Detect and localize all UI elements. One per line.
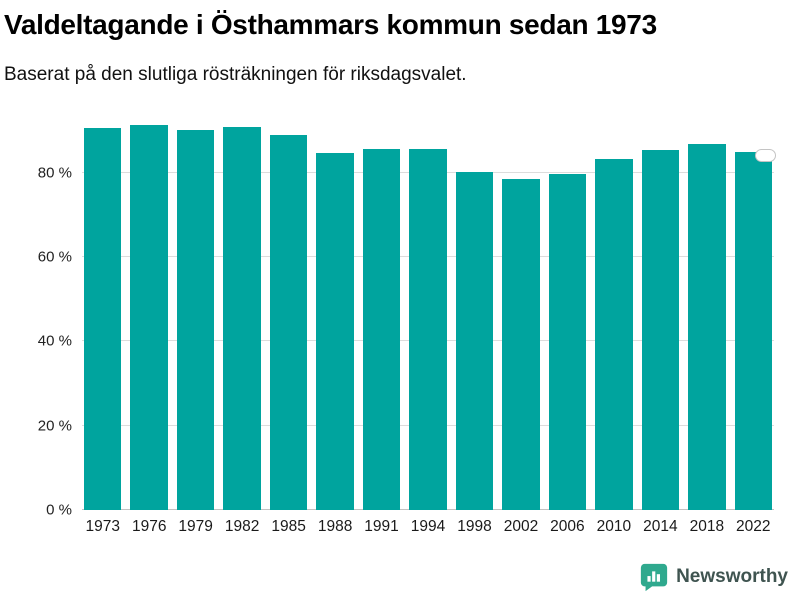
x-tick-label-2014: 2014 [643,518,678,535]
bar-2010 [595,159,633,510]
bar-2022 [734,148,777,510]
bar-1985 [269,134,308,510]
bar-slot-2002 [502,122,540,510]
y-tick-label-40: 40 % [37,332,72,350]
chart-header: Valdeltagande i Östhammars kommun sedan … [4,8,796,86]
bar-2006 [548,174,587,510]
bar-slot-2010 [595,122,633,510]
bar-slot-1991 [362,122,401,510]
x-tick-label-1998: 1998 [457,518,492,535]
x-tick-label-1976: 1976 [131,518,167,535]
bar-slot-2022 [734,122,777,510]
bar-1991 [362,149,401,510]
chart-title: Valdeltagande i Östhammars kommun sedan … [4,9,657,40]
x-tick-label-1988: 1988 [317,518,353,535]
y-tick-label-60: 60 % [37,248,72,266]
x-tick-label-1982: 1982 [224,518,260,535]
x-tick-label-2006: 2006 [550,518,585,535]
bar-2002 [502,179,540,510]
x-tick-label-1985: 1985 [271,518,306,535]
last-bar-marker [755,148,777,162]
bar-1998 [455,171,494,510]
bar-2018 [688,144,726,510]
bar-1973 [84,127,122,510]
bar-slot-2018 [688,122,726,510]
x-tick-label-1994: 1994 [410,518,446,535]
newsworthy-logo-icon [640,563,668,592]
x-tick-label-2022: 2022 [736,518,771,535]
x-tick-label-2018: 2018 [689,518,725,535]
bar-2014 [641,150,680,510]
bar-slot-1988 [316,122,354,510]
bar-1976 [130,124,168,510]
bar-slot-2006 [548,122,587,510]
bar-slot-1976 [130,122,168,510]
x-tick-label-1991: 1991 [364,518,399,535]
bar-slot-1985 [269,122,308,510]
y-tick-label-0: 0 % [46,501,72,519]
brand-name: Newsworthy [676,566,788,587]
bar-slot-1998 [455,122,494,510]
x-tick-label-1979: 1979 [178,518,213,535]
chart-subtitle: Baserat på den slutliga rösträkningen fö… [4,63,467,85]
brand-footer: Newsworthy [639,562,788,592]
bar-1994 [409,149,447,510]
y-axis-labels: 0 % 20 % 40 % 60 % 80 % [0,122,72,518]
bar-1979 [176,129,215,510]
x-axis-labels: 1973 1976 1979 1982 1985 1988 1991 1994 1998 2002… [82,518,774,536]
x-tick-label-1973: 1973 [85,518,120,535]
bar-slot-1973 [84,122,122,510]
bar-slot-2014 [641,122,680,510]
bar-slot-1982 [223,122,261,510]
bar-1988 [316,153,354,510]
bar-1982 [223,127,261,510]
y-tick-label-20: 20 % [37,417,72,435]
bars [82,122,777,510]
bar-slot-1979 [176,122,215,510]
x-tick-label-2010: 2010 [596,518,632,535]
y-tick-label-80: 80 % [37,164,72,182]
plot-area [82,122,777,510]
bar-slot-1994 [409,122,447,510]
x-tick-label-2002: 2002 [503,518,539,535]
